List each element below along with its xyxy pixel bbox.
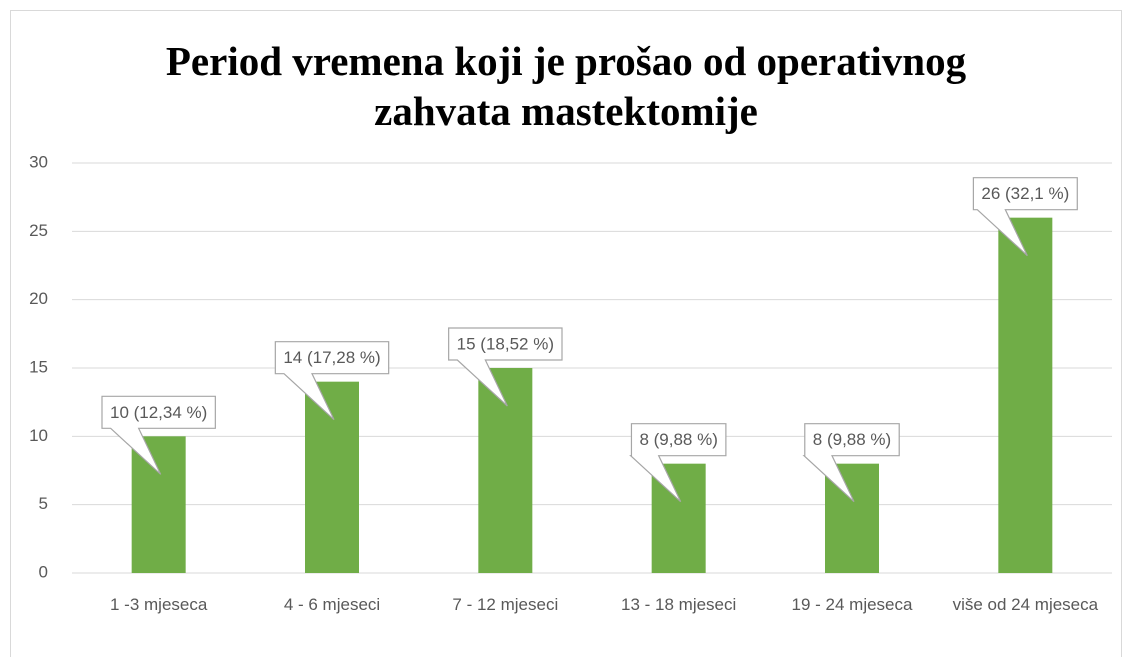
chart-title: Period vremena koji je prošao od operati… xyxy=(165,38,967,134)
chart-border xyxy=(10,10,1122,657)
y-tick-label: 20 xyxy=(29,289,48,308)
callout-box xyxy=(448,327,563,407)
data-label: 14 (17,28 %) xyxy=(283,348,380,367)
y-tick-label: 25 xyxy=(29,221,48,240)
data-callout: 8 (9,88 %) xyxy=(802,423,900,503)
bar xyxy=(478,368,533,573)
x-tick-label: 1 -3 mjeseca xyxy=(109,595,208,614)
y-tick-label: 0 xyxy=(39,562,48,581)
callout-box xyxy=(101,395,216,475)
bar xyxy=(131,436,186,573)
y-tick-label: 30 xyxy=(29,152,48,171)
y-tick-label: 10 xyxy=(29,426,48,445)
y-tick-label: 15 xyxy=(29,357,48,376)
data-callout: 14 (17,28 %) xyxy=(274,341,390,421)
x-tick-label: 7 - 12 mjeseci xyxy=(452,595,559,614)
data-callout: 10 (12,34 %) xyxy=(101,395,216,475)
data-callout: 26 (32,1 %) xyxy=(972,177,1078,257)
x-tick-label: 19 - 24 mjeseca xyxy=(791,595,913,614)
callout-box xyxy=(629,423,727,503)
callout-box xyxy=(274,341,390,421)
x-tick-label: 4 - 6 mjeseci xyxy=(283,595,381,614)
callout-box xyxy=(972,177,1078,257)
x-tick-label: više od 24 mjeseca xyxy=(952,595,1099,614)
data-label: 26 (32,1 %) xyxy=(981,184,1069,203)
data-label: 8 (9,88 %) xyxy=(813,430,891,449)
bar xyxy=(305,381,359,573)
y-tick-label: 5 xyxy=(39,494,48,513)
data-callout: 8 (9,88 %) xyxy=(629,423,727,503)
data-label: 15 (18,52 %) xyxy=(457,334,554,353)
data-callout: 15 (18,52 %) xyxy=(448,327,563,407)
bar xyxy=(998,217,1053,573)
callout-box xyxy=(802,423,900,503)
data-label: 10 (12,34 %) xyxy=(110,403,207,422)
data-label: 8 (9,88 %) xyxy=(639,430,717,449)
x-tick-label: 13 - 18 mjeseci xyxy=(621,595,737,614)
